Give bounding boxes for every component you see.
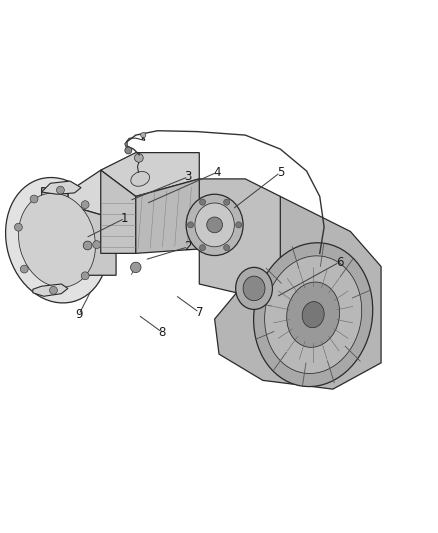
Ellipse shape [195, 203, 234, 247]
Polygon shape [68, 205, 116, 275]
Polygon shape [101, 170, 136, 253]
Ellipse shape [93, 241, 101, 248]
Ellipse shape [81, 272, 89, 280]
Text: 3: 3 [185, 170, 192, 183]
Ellipse shape [131, 172, 149, 186]
Polygon shape [68, 170, 171, 219]
Ellipse shape [141, 133, 146, 138]
Ellipse shape [199, 245, 206, 251]
Ellipse shape [302, 302, 324, 328]
Ellipse shape [207, 217, 223, 233]
Polygon shape [215, 197, 381, 389]
Ellipse shape [14, 223, 22, 231]
Polygon shape [42, 188, 68, 275]
Polygon shape [42, 181, 81, 194]
Ellipse shape [236, 268, 272, 310]
Ellipse shape [6, 177, 108, 303]
Ellipse shape [265, 256, 362, 374]
Text: 1: 1 [121, 212, 129, 225]
Polygon shape [101, 152, 199, 197]
Ellipse shape [223, 245, 230, 251]
Ellipse shape [131, 262, 141, 273]
Text: 2: 2 [184, 240, 192, 253]
Text: 5: 5 [277, 166, 284, 179]
Ellipse shape [243, 276, 265, 301]
Ellipse shape [20, 265, 28, 273]
Text: 9: 9 [75, 308, 83, 321]
Ellipse shape [125, 147, 132, 154]
Polygon shape [33, 284, 68, 296]
Ellipse shape [254, 243, 373, 386]
Ellipse shape [30, 195, 38, 203]
Ellipse shape [186, 194, 243, 255]
Ellipse shape [286, 282, 340, 348]
Text: 6: 6 [336, 256, 343, 269]
Ellipse shape [223, 199, 230, 205]
Text: 7: 7 [195, 306, 203, 319]
Ellipse shape [57, 186, 64, 194]
Ellipse shape [134, 154, 143, 162]
Ellipse shape [200, 199, 206, 205]
Polygon shape [199, 179, 280, 293]
Polygon shape [136, 179, 199, 253]
Ellipse shape [49, 286, 57, 294]
Text: 4: 4 [213, 166, 221, 179]
Ellipse shape [236, 222, 242, 228]
Text: 8: 8 [159, 326, 166, 338]
Ellipse shape [81, 201, 89, 208]
Ellipse shape [18, 193, 95, 287]
Ellipse shape [83, 241, 92, 250]
Ellipse shape [187, 222, 194, 228]
